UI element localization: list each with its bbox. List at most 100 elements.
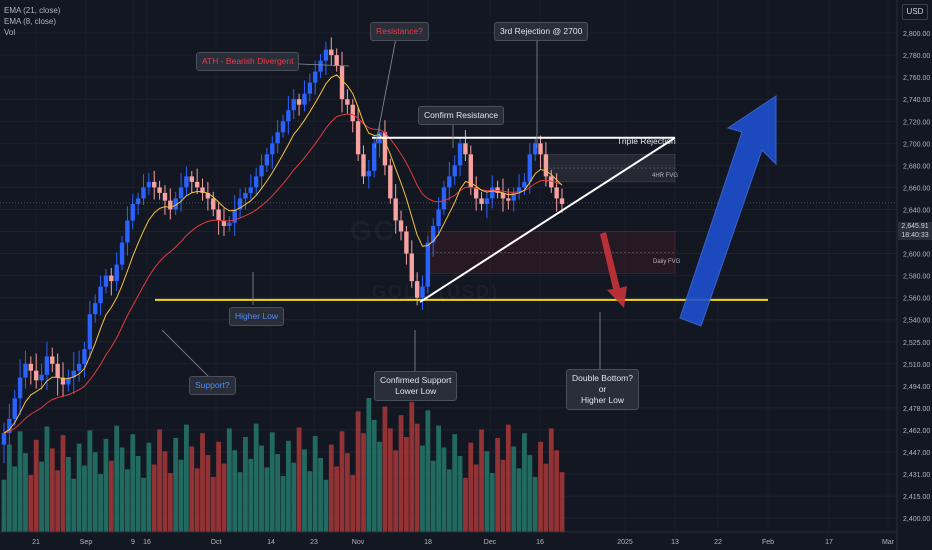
volume-bar [125, 469, 130, 532]
volume-bar [243, 437, 248, 532]
candle-body [382, 132, 388, 166]
candle-body [436, 209, 441, 226]
volume-bar [280, 475, 286, 532]
callout-confirm-resistance[interactable]: Confirm Resistance [418, 106, 505, 125]
price-tick-label: 2,580.00 [903, 274, 930, 281]
callout-third-rejection[interactable]: 3rd Rejection @ 2700 [494, 22, 589, 41]
legend-ema21[interactable]: EMA (21, close) [4, 6, 61, 15]
time-axis[interactable]: 21 Sep 9 16 Oct 14 23 Nov 18 Dec 16 2025 13 22 Feb 17 Ma… [0, 531, 897, 546]
candle-body [173, 198, 178, 210]
candle-body [114, 264, 119, 282]
callout-resistance[interactable]: Resistance? [370, 22, 429, 41]
candle-body [141, 187, 146, 199]
legend-ema8[interactable]: EMA (8, close) [4, 17, 57, 26]
volume-bar [355, 411, 361, 532]
volume-bar [205, 455, 211, 532]
volume-bar [135, 456, 141, 532]
candle-body [130, 203, 135, 221]
volume-bar [114, 425, 120, 532]
candle-body [146, 181, 152, 188]
volume-bar [484, 451, 490, 532]
callout-double-bottom-line3: Higher Low [580, 395, 624, 405]
fvg-daily-label: Daily FVG [653, 259, 681, 265]
volume-bar [173, 437, 179, 532]
candle-body [98, 286, 103, 304]
volume-bar [264, 467, 270, 532]
candle-body [312, 71, 318, 83]
candle-body [216, 209, 221, 221]
candle-body [372, 143, 377, 171]
price-tick-label: 2,700.00 [903, 141, 930, 148]
volume-bar [339, 431, 345, 532]
candle-body [280, 121, 286, 133]
fvg-daily-zone [427, 231, 676, 274]
volume-bar [307, 471, 313, 532]
callout-higher-low[interactable]: Higher Low [229, 307, 284, 326]
indicator-legend: EMA (21, close) EMA (8, close) Vol [4, 5, 60, 38]
volume-bar [296, 427, 302, 532]
volume-bar [210, 476, 216, 532]
volume-bar [425, 410, 431, 532]
candle-body [532, 143, 538, 155]
legend-vol[interactable]: Vol [4, 28, 16, 37]
volume-bar [328, 444, 334, 532]
callout-double-bottom-line1: Double Bottom? [572, 373, 633, 383]
volume-bar [323, 479, 329, 532]
candle-body [157, 187, 162, 193]
volume-bar [178, 459, 184, 532]
candle-body [60, 377, 66, 385]
drawing-tools[interactable] [0, 37, 897, 379]
candle-body [398, 220, 404, 232]
candle-body [66, 377, 71, 385]
callout-double-bottom[interactable]: Double Bottom? or Higher Low [566, 369, 639, 410]
volume-bar [194, 468, 200, 532]
callout-confirmed-support[interactable]: Confirmed Support Lower Low [374, 371, 458, 401]
volume-bar [17, 431, 23, 532]
volume-bar [226, 428, 232, 532]
candle-body [259, 165, 264, 177]
volume-bar [377, 441, 382, 532]
callout-support[interactable]: Support? [189, 376, 236, 395]
candle-body [538, 143, 543, 155]
volume-bar [382, 406, 388, 532]
price-tick-label: 2,680.00 [903, 163, 930, 170]
volume-bar [33, 439, 39, 532]
volume-bar [500, 459, 506, 532]
price-tick-label: 2,660.00 [903, 185, 930, 192]
candle-body [232, 209, 237, 223]
candle-body [457, 143, 463, 166]
volume-bar [505, 424, 511, 532]
time-tick-label: 21 [32, 539, 40, 546]
volume-bar [71, 478, 77, 532]
volume-bar [60, 435, 66, 532]
candle-body [17, 377, 23, 399]
volume-bar [98, 474, 103, 532]
volume-bar [39, 461, 44, 532]
candle-body [237, 198, 243, 210]
time-tick-label: 23 [310, 539, 318, 546]
time-tick-label: 22 [714, 539, 722, 546]
triple-rejection-label: Triple Rejection [617, 136, 676, 146]
candle-body [76, 363, 82, 371]
volume-bar [446, 469, 452, 532]
candle-body [168, 200, 173, 210]
candle-body [93, 303, 98, 315]
candle-body [291, 99, 296, 111]
candle-body [355, 121, 361, 155]
price-axis[interactable]: 2,800.00 2,780.00 2,760.00 2,740.00 2,720.00… [896, 0, 930, 550]
candle-body [431, 225, 436, 243]
candle-body [200, 187, 205, 193]
callout-ath[interactable]: ATH - Bearish Divergent [196, 52, 300, 71]
currency-badge[interactable]: USD [902, 4, 928, 20]
candle-body [350, 104, 355, 122]
time-tick-label: Feb [762, 539, 774, 546]
volume-bar [452, 434, 458, 532]
volume-bar [371, 419, 377, 532]
volume-bar [221, 463, 227, 532]
volume-bar [285, 440, 291, 532]
price-tick-label: 2,560.00 [903, 296, 930, 303]
time-tick-label: 2025 [617, 539, 633, 546]
candle-body [543, 154, 549, 177]
volume-bar [189, 446, 195, 532]
